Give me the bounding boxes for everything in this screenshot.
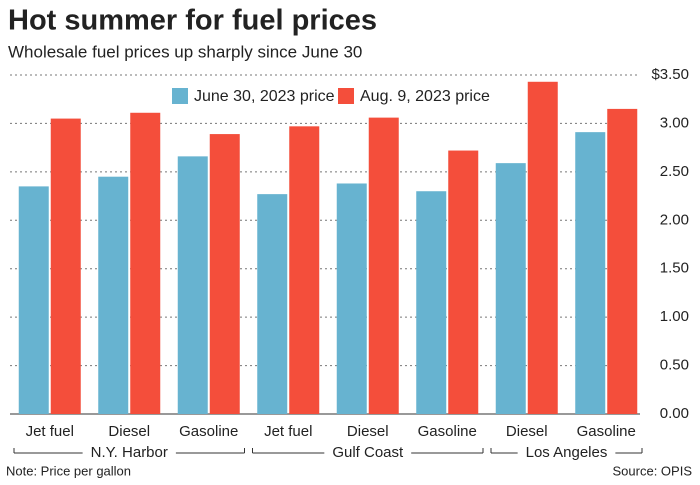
group-label: Gulf Coast [332, 444, 404, 461]
bar [289, 126, 320, 414]
bar [50, 118, 81, 414]
x-tick-label: Diesel [347, 423, 389, 440]
group-label: Los Angeles [526, 444, 608, 461]
bar [527, 81, 558, 414]
legend-swatch [338, 88, 354, 104]
x-tick-label: Gasoline [577, 423, 636, 440]
x-tick-label: Jet fuel [26, 423, 74, 440]
note: Note: Price per gallon [6, 463, 131, 478]
y-tick-label: 0.50 [660, 357, 689, 374]
y-tick-label: $3.50 [651, 66, 689, 83]
y-tick-label: 2.00 [660, 211, 689, 228]
bar [575, 132, 606, 414]
y-tick-label: 2.50 [660, 163, 689, 180]
bar [416, 191, 447, 414]
source: Source: OPIS [613, 463, 693, 478]
x-tick-label: Diesel [108, 423, 150, 440]
bar [209, 134, 240, 414]
chart-title: Hot summer for fuel prices [8, 5, 377, 37]
group-label: N.Y. Harbor [91, 444, 168, 461]
x-tick-label: Jet fuel [264, 423, 312, 440]
bar [18, 186, 49, 414]
bar [177, 156, 208, 415]
x-tick-label: Gasoline [179, 423, 238, 440]
x-tick-label: Diesel [506, 423, 548, 440]
bar [448, 150, 479, 414]
y-tick-label: 3.00 [660, 114, 689, 131]
bar [130, 112, 161, 414]
bar [98, 176, 129, 414]
y-tick-label: 1.00 [660, 308, 689, 325]
x-tick-label: Gasoline [418, 423, 477, 440]
legend-label: Aug. 9, 2023 price [360, 88, 490, 105]
legend-swatch [172, 88, 188, 104]
chart-subtitle: Wholesale fuel prices up sharply since J… [8, 42, 362, 61]
legend-label: June 30, 2023 price [194, 88, 335, 105]
bar [495, 163, 526, 414]
bar [336, 183, 367, 414]
bar [607, 108, 638, 415]
y-tick-label: 1.50 [660, 260, 689, 277]
y-tick-label: 0.00 [660, 405, 689, 422]
bar [257, 194, 288, 414]
bar [368, 117, 399, 415]
